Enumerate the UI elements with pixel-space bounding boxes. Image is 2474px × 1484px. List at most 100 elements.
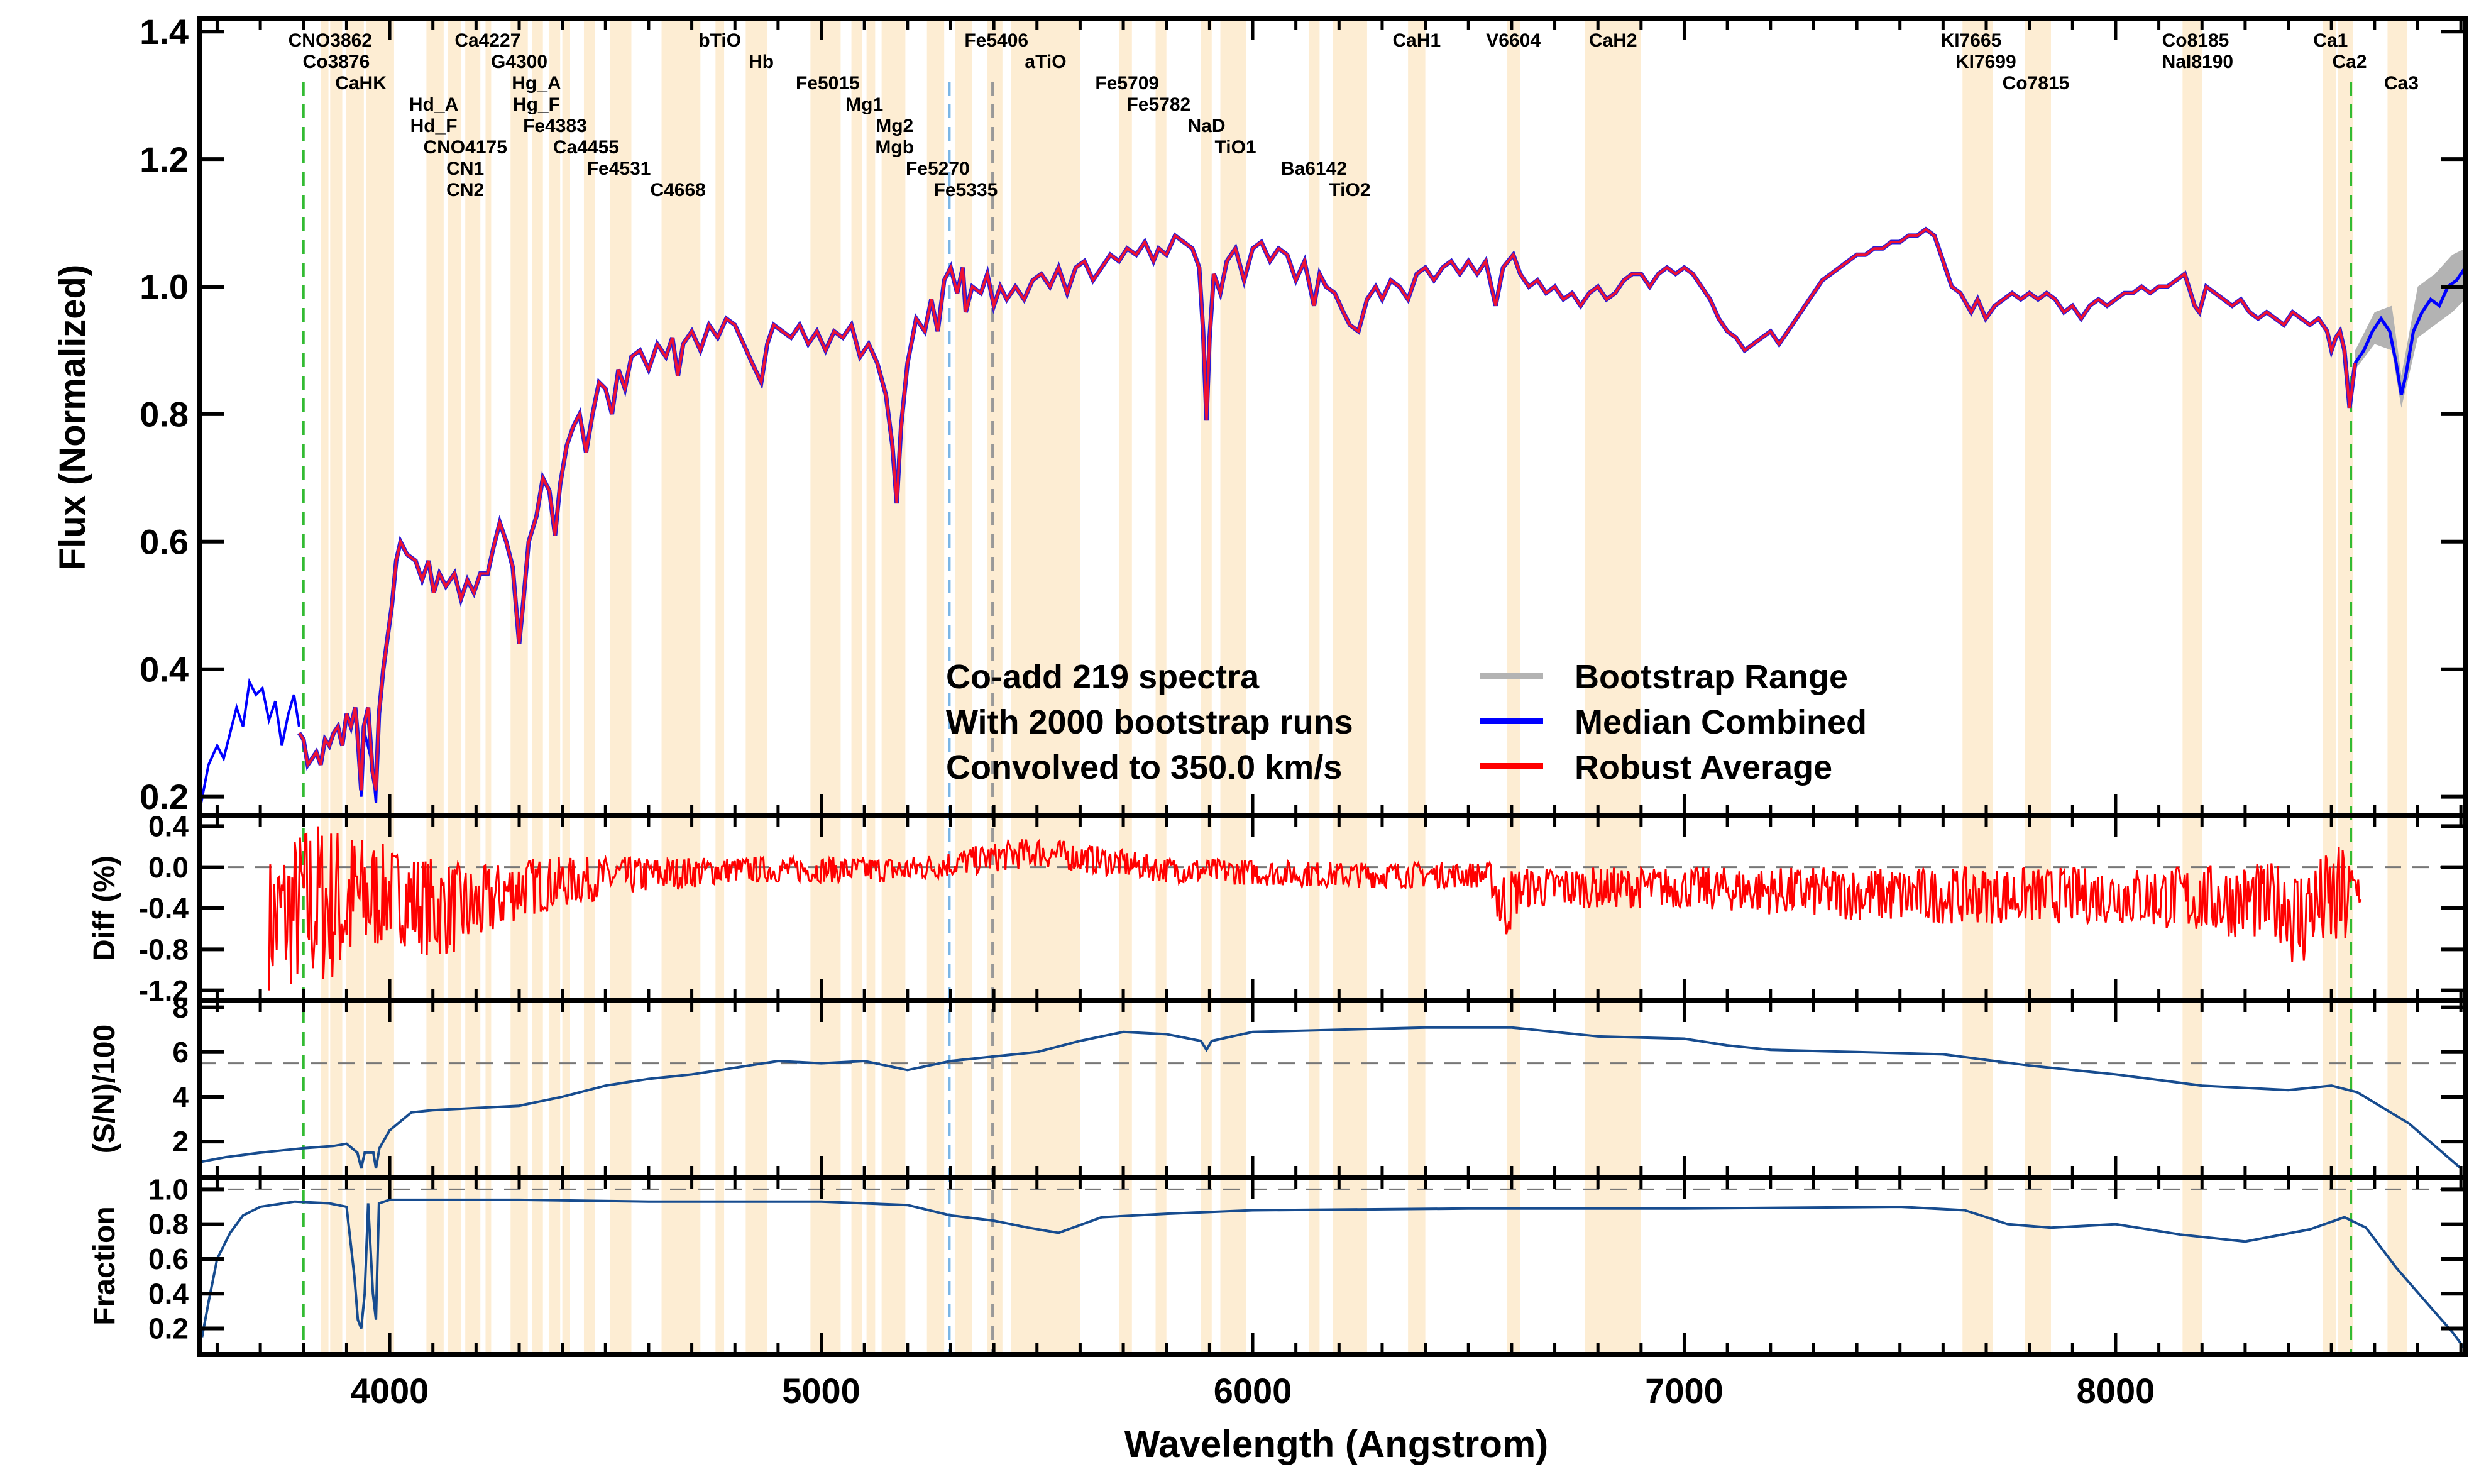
feature-label-11: Hg_F	[513, 94, 560, 115]
xtick-label-5000: 5000	[782, 1371, 860, 1410]
feature-label-5: CNO4175	[423, 137, 507, 158]
feature-band-31	[1408, 19, 1426, 1355]
diff-ytick-label: 0.4	[148, 810, 189, 842]
feature-label-18: Fe5015	[796, 73, 860, 94]
feature-label-16: bTiO	[698, 30, 741, 51]
feature-band-32	[1507, 19, 1520, 1355]
feature-label-27: Fe5782	[1126, 94, 1190, 115]
feature-band-22	[955, 19, 972, 1355]
feature-label-4: Hd_F	[410, 116, 458, 136]
feature-label-10: Hg_A	[512, 73, 561, 94]
flux-ytick-label: 1.0	[140, 267, 189, 307]
flux-ytick-label: 1.2	[140, 140, 189, 179]
feature-band-20	[881, 19, 906, 1355]
feature-band-26	[1155, 19, 1167, 1355]
fraction-ytick-label: 0.2	[148, 1312, 189, 1345]
feature-label-19: Mg1	[845, 94, 883, 115]
annotation-line-0: Co-add 219 spectra	[946, 658, 1260, 696]
feature-label-22: Fe5270	[906, 158, 970, 179]
legend-label-2: Robust Average	[1575, 749, 1832, 786]
feature-band-25	[1119, 19, 1132, 1355]
feature-band-8	[510, 19, 528, 1355]
feature-label-33: V6604	[1486, 30, 1541, 51]
feature-label-36: KI7699	[1955, 52, 2016, 72]
flux-ytick-label: 0.6	[140, 522, 189, 561]
feature-band-15	[715, 19, 725, 1355]
feature-label-26: Fe5709	[1095, 73, 1159, 94]
feature-band-2	[346, 19, 364, 1355]
feature-label-25: aTiO	[1025, 52, 1066, 72]
xtick-label-6000: 6000	[1214, 1371, 1292, 1410]
diff-ytick-label: -1.2	[139, 974, 189, 1007]
diff-ytick-label: -0.8	[139, 933, 189, 965]
sn-ytick-label: 8	[172, 991, 189, 1024]
feature-label-39: NaI8190	[2162, 52, 2233, 72]
flux-y-axis-title: Flux (Normalized)	[52, 265, 93, 571]
legend: Bootstrap Range Median Combined Robust Ave…	[1480, 658, 1867, 786]
feature-band-39	[2387, 19, 2407, 1355]
feature-label-41: Ca2	[2333, 52, 2367, 72]
feature-label-14: Fe4531	[587, 158, 651, 179]
feature-band-18	[851, 19, 862, 1355]
feature-bands	[321, 19, 2407, 1355]
feature-label-15: C4668	[650, 180, 705, 201]
feature-label-24: Fe5406	[964, 30, 1028, 51]
flux-ytick-label: 0.4	[140, 649, 189, 689]
feature-label-28: NaD	[1188, 116, 1226, 136]
feature-band-7	[485, 19, 492, 1355]
annotation-line-1: With 2000 bootstrap runs	[946, 703, 1353, 741]
feature-label-29: TiO1	[1214, 137, 1256, 158]
feature-band-34	[1962, 19, 1993, 1355]
feature-label-31: TiO2	[1329, 180, 1370, 201]
feature-band-37	[2323, 19, 2336, 1355]
feature-label-21: Mgb	[875, 137, 914, 158]
feature-band-10	[549, 19, 561, 1355]
xtick-label-7000: 7000	[1645, 1371, 1724, 1410]
feature-band-30	[1333, 19, 1367, 1355]
feature-label-42: Ca3	[2384, 73, 2419, 94]
fraction-ytick-label: 0.4	[148, 1277, 189, 1310]
flux-ytick-label: 0.2	[140, 777, 189, 816]
feature-band-35	[2025, 19, 2051, 1355]
legend-label-0: Bootstrap Range	[1575, 658, 1848, 696]
feature-band-11	[562, 19, 570, 1355]
feature-band-24	[1011, 19, 1080, 1355]
diff-ytick-label: 0.0	[148, 851, 189, 884]
feature-label-9: G4300	[491, 52, 547, 72]
feature-label-3: Hd_A	[409, 94, 458, 115]
feature-label-2: CaHK	[335, 73, 387, 94]
feature-label-35: KI7665	[1941, 30, 2002, 51]
fraction-y-axis-title: Fraction	[88, 1206, 121, 1325]
feature-band-21	[926, 19, 945, 1355]
diff-line	[268, 826, 2362, 991]
panel-reference-hlines	[200, 866, 2465, 1190]
feature-band-14	[661, 19, 701, 1355]
feature-band-17	[810, 19, 841, 1355]
feature-label-1: Co3876	[303, 52, 370, 72]
diff-y-axis-title: Diff (%)	[88, 855, 121, 961]
data-lines	[199, 226, 2467, 1350]
sn-y-axis-title: (S/N)/100	[88, 1025, 121, 1153]
fraction-ytick-label: 0.8	[148, 1208, 189, 1241]
feature-band-28	[1220, 19, 1246, 1355]
feature-label-20: Mg2	[876, 116, 913, 136]
feature-label-37: Co7815	[2003, 73, 2070, 94]
feature-label-23: Fe5335	[934, 180, 998, 201]
feature-band-36	[2182, 19, 2202, 1355]
fraction-ytick-label: 1.0	[148, 1173, 189, 1206]
sn-line	[202, 1026, 2462, 1170]
x-axis-title: Wavelength (Angstrom)	[1124, 1423, 1548, 1465]
feature-band-1	[330, 19, 343, 1355]
sn-ytick-label: 2	[172, 1125, 189, 1158]
feature-band-5	[448, 19, 461, 1355]
feature-band-23	[987, 19, 1003, 1355]
sn-ytick-label: 6	[172, 1036, 189, 1069]
median-combined-line-blue-end	[2353, 267, 2467, 396]
feature-band-9	[532, 19, 543, 1355]
fraction-ytick-label: 0.6	[148, 1243, 189, 1275]
feature-band-16	[745, 19, 767, 1355]
annotation-block: Co-add 219 spectra With 2000 bootstrap ru…	[946, 658, 1353, 786]
sn-ytick-label: 4	[172, 1080, 189, 1113]
